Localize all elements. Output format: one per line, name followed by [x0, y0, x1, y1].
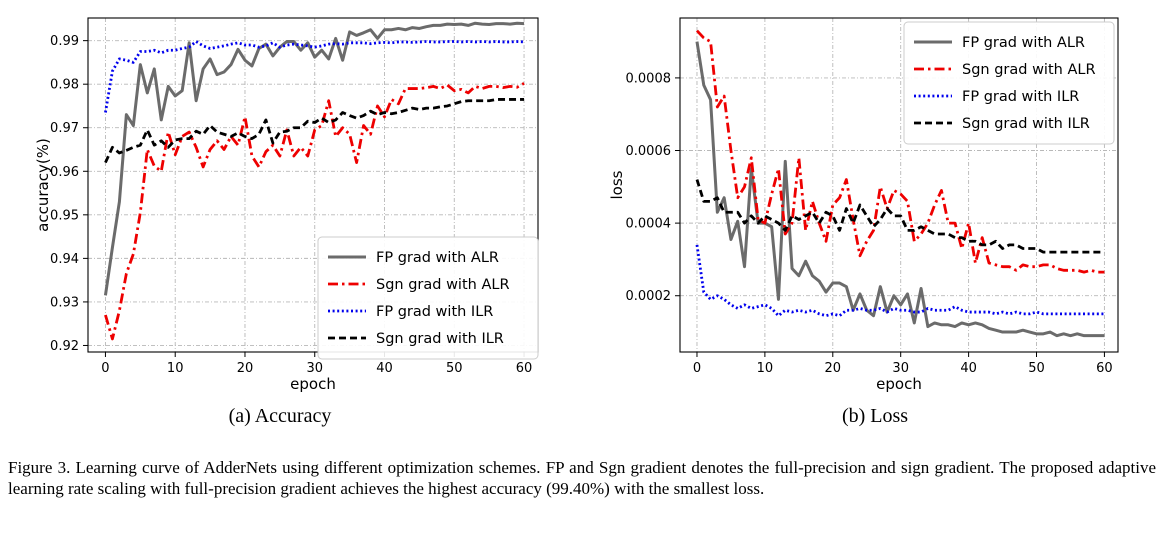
chart-accuracy: 0 10 20 30 40 50 60 0.92 0.93 0.94 0.95 0.96 0.97 0.9… — [34, 17, 539, 393]
x-tick-label: 60 — [516, 361, 533, 376]
x-tick-label: 40 — [376, 361, 393, 376]
legend-label-fp-alr: FP grad with ALR — [962, 35, 1085, 51]
x-tick-label: 50 — [446, 361, 463, 376]
y-axis-label: loss — [608, 170, 626, 199]
legend-label-fp-ilr: FP grad with ILR — [376, 304, 493, 320]
x-tick-label: 0 — [693, 361, 701, 376]
legend-label-fp-ilr: FP grad with ILR — [962, 89, 1079, 105]
y-tick-label: 0.96 — [50, 165, 79, 180]
series-line-sgn-alr — [104, 82, 525, 341]
x-tick-label: 0 — [101, 361, 109, 376]
x-tick-label: 10 — [757, 361, 774, 376]
x-tick-label: 40 — [960, 361, 977, 376]
series-line-fp-ilr — [695, 244, 1105, 318]
x-tick-label: 30 — [892, 361, 909, 376]
y-tick-label: 0.99 — [50, 34, 79, 49]
figure-caption: Figure 3. Learning curve of AdderNets us… — [8, 458, 1156, 498]
x-tick-label: 30 — [306, 361, 323, 376]
y-tick-label: 0.0002 — [626, 289, 672, 304]
series-line-fp-alr — [103, 21, 525, 296]
x-axis-label: epoch — [876, 375, 922, 393]
y-tick-label: 0.98 — [50, 78, 79, 93]
y-tick-label: 0.92 — [50, 339, 79, 354]
x-tick-label: 20 — [237, 361, 254, 376]
y-tick-label: 0.97 — [50, 121, 79, 136]
plot-frame — [679, 17, 1119, 353]
legend: FP grad with ALR Sgn grad with ALR FP grad… — [903, 21, 1115, 145]
legend-box — [903, 21, 1115, 145]
x-tick-label: 50 — [1028, 361, 1045, 376]
series-line-sgn-ilr — [695, 179, 1105, 254]
legend-label-sgn-ilr: Sgn grad with ILR — [962, 116, 1090, 132]
y-tick-label: 0.93 — [50, 295, 79, 310]
x-axis-label: epoch — [290, 375, 336, 393]
subcaption-loss: (b) Loss — [841, 405, 909, 427]
x-tick-label: 60 — [1096, 361, 1113, 376]
y-axis-label: accuracy(%) — [34, 138, 52, 232]
legend-label-sgn-alr: Sgn grad with ALR — [962, 62, 1096, 78]
series-line-sgn-alr — [695, 29, 1105, 274]
y-tick-label: 0.95 — [50, 208, 79, 223]
y-tick-label: 0.0006 — [626, 144, 672, 159]
y-tick-label: 0.94 — [50, 252, 79, 267]
figure-charts: 0 10 20 30 40 50 60 0.92 0.93 0.94 0.95 0.96 0.97 0.9… — [34, 17, 1119, 393]
y-tick-label: 0.0004 — [626, 217, 672, 232]
plot-frame — [87, 17, 539, 353]
x-tick-label: 20 — [825, 361, 842, 376]
x-tick-label: 10 — [167, 361, 184, 376]
y-tick-label: 0.0008 — [626, 71, 672, 86]
legend-box — [317, 236, 539, 360]
legend: FP grad with ALR Sgn grad with ALR FP grad… — [317, 236, 539, 360]
legend-label-sgn-ilr: Sgn grad with ILR — [376, 331, 504, 347]
legend-label-sgn-alr: Sgn grad with ALR — [376, 277, 510, 293]
subcaption-accuracy: (a) Accuracy — [228, 405, 332, 427]
chart-loss: 0 10 20 30 40 50 60 0.0002 0.0004 0.0006 0.0008 epo… — [608, 17, 1119, 393]
legend-label-fp-alr: FP grad with ALR — [376, 250, 499, 266]
series-line-sgn-ilr — [104, 98, 525, 164]
